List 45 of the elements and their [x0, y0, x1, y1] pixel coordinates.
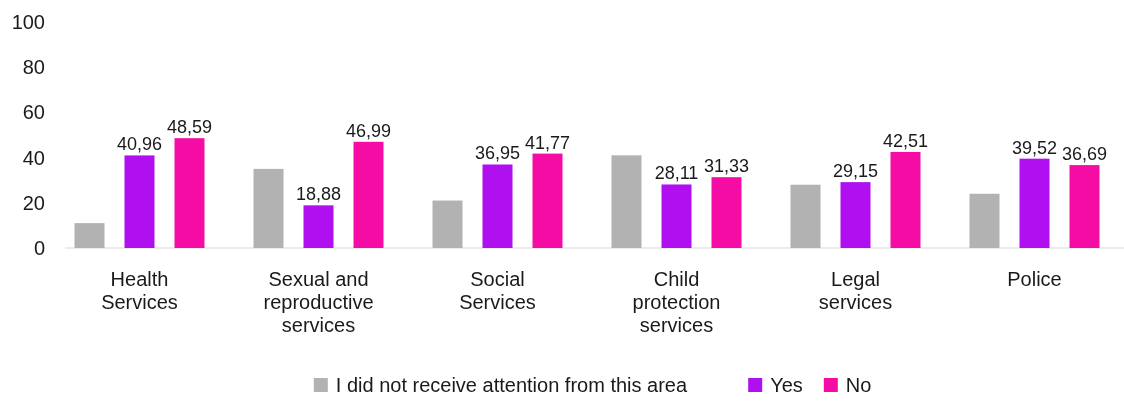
data-label: 46,99 — [345, 120, 392, 141]
x-tick-label: Health Services — [101, 268, 178, 313]
bar — [253, 168, 284, 248]
bar — [124, 155, 155, 248]
y-tick-label: 40 — [22, 146, 45, 169]
x-tick-label: Legal services — [818, 268, 893, 313]
bar — [969, 193, 1000, 248]
legend-label: I did not receive attention from this area — [335, 374, 688, 396]
legend-label: No — [845, 374, 872, 396]
data-label: 18,88 — [295, 184, 342, 205]
legend-label: Yes — [770, 374, 803, 396]
x-tick-label: Sexual and reproductive services — [263, 268, 374, 336]
bar — [174, 138, 205, 248]
bar — [1069, 165, 1100, 248]
bar — [611, 155, 642, 248]
x-tick-label: Child protection services — [632, 268, 721, 336]
bar — [353, 141, 384, 248]
bar — [711, 177, 742, 248]
x-tick-label: Social Services — [459, 268, 536, 313]
bar — [890, 151, 921, 248]
x-tick-label: Police — [1007, 268, 1062, 290]
data-label: 31,33 — [703, 156, 750, 177]
data-label: 41,77 — [524, 132, 571, 153]
data-label: 36,95 — [474, 143, 521, 164]
data-label: 36,69 — [1061, 144, 1108, 165]
y-tick-label: 20 — [22, 191, 45, 214]
y-tick-label: 60 — [22, 101, 45, 124]
bar — [303, 205, 334, 248]
data-label: 48,59 — [166, 117, 213, 138]
data-label: 40,96 — [116, 134, 163, 155]
bar — [840, 182, 871, 248]
data-label: 28,11 — [654, 163, 699, 184]
bar — [432, 200, 463, 248]
bar — [1019, 158, 1050, 248]
data-label: 29,15 — [832, 161, 879, 182]
y-tick-label: 0 — [33, 237, 45, 259]
bar — [74, 223, 105, 248]
data-label: 42,51 — [882, 130, 929, 151]
bar — [482, 164, 513, 248]
data-label: 39,52 — [1011, 137, 1058, 158]
bar — [661, 184, 692, 248]
y-tick-label: 80 — [22, 56, 45, 79]
y-tick-label: 100 — [11, 11, 45, 33]
bar — [790, 184, 821, 248]
bar — [532, 153, 563, 248]
